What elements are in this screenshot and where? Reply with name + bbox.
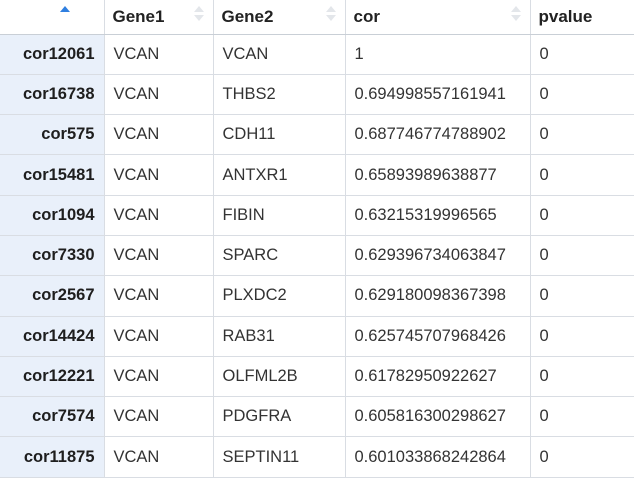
cell-cor: 0.605816300298627 xyxy=(345,396,531,438)
cell-pvalue: 0 xyxy=(530,195,634,236)
cell-gene2: OLFML2B xyxy=(213,356,346,398)
cell-gene1: VCAN xyxy=(104,74,214,116)
cell-gene1: VCAN xyxy=(104,396,214,438)
cell-rowname: cor575 xyxy=(0,114,105,156)
cell-rowname: cor15481 xyxy=(0,154,105,196)
cell-cor: 0.65893989638877 xyxy=(345,154,531,196)
cell-rowname: cor1094 xyxy=(0,195,105,236)
header-gene2[interactable]: Gene2 xyxy=(213,0,346,35)
table-body: cor12061 VCAN VCAN 1 0 cor16738 VCAN THBS2 0.694… xyxy=(0,34,634,478)
cell-gene2: CDH11 xyxy=(213,114,346,156)
sort-ascending-icon[interactable] xyxy=(59,6,70,24)
sort-icon[interactable] xyxy=(325,6,336,24)
cell-pvalue: 0 xyxy=(530,114,634,156)
cell-gene1: VCAN xyxy=(104,154,214,196)
cell-pvalue: 0 xyxy=(530,235,634,277)
table-header: Gene1 Gene2 cor pvalue xyxy=(0,0,634,35)
cell-gene1: VCAN xyxy=(104,114,214,156)
cell-rowname: cor12061 xyxy=(0,34,105,75)
cell-gene1: VCAN xyxy=(104,436,214,478)
table-row[interactable]: cor14424 VCAN RAB31 0.625745707968426 0 xyxy=(0,316,634,357)
sort-icon[interactable] xyxy=(193,6,204,24)
header-cor[interactable]: cor xyxy=(345,0,531,35)
cell-rowname: cor16738 xyxy=(0,74,105,116)
cell-gene1: VCAN xyxy=(104,275,214,317)
header-pvalue-label: pvalue xyxy=(538,6,593,26)
table-row[interactable]: cor12061 VCAN VCAN 1 0 xyxy=(0,34,634,75)
table-row[interactable]: cor12221 VCAN OLFML2B 0.61782950922627 0 xyxy=(0,356,634,398)
cell-cor: 0.61782950922627 xyxy=(345,356,531,398)
cell-cor: 0.629396734063847 xyxy=(345,235,531,277)
cell-cor: 0.601033868242864 xyxy=(345,436,531,478)
table-row[interactable]: cor11875 VCAN SEPTIN11 0.601033868242864 0 xyxy=(0,436,634,478)
table-row[interactable]: cor7574 VCAN PDGFRA 0.605816300298627 0 xyxy=(0,396,634,438)
cell-gene2: ANTXR1 xyxy=(213,154,346,196)
cell-pvalue: 0 xyxy=(530,396,634,438)
header-row: Gene1 Gene2 cor pvalue xyxy=(0,0,634,35)
sort-icon[interactable] xyxy=(510,6,521,24)
cell-gene2: THBS2 xyxy=(213,74,346,116)
cell-pvalue: 0 xyxy=(530,436,634,478)
cell-pvalue: 0 xyxy=(530,154,634,196)
cell-cor: 0.63215319996565 xyxy=(345,195,531,236)
cell-cor: 1 xyxy=(345,34,531,75)
cell-pvalue: 0 xyxy=(530,356,634,398)
table-row[interactable]: cor16738 VCAN THBS2 0.694998557161941 0 xyxy=(0,74,634,116)
cell-cor: 0.687746774788902 xyxy=(345,114,531,156)
cell-rowname: cor12221 xyxy=(0,356,105,398)
table-row[interactable]: cor15481 VCAN ANTXR1 0.65893989638877 0 xyxy=(0,154,634,196)
cell-gene1: VCAN xyxy=(104,34,214,75)
cell-gene2: PLXDC2 xyxy=(213,275,346,317)
header-rowname[interactable] xyxy=(0,0,105,35)
cell-pvalue: 0 xyxy=(530,74,634,116)
cell-pvalue: 0 xyxy=(530,316,634,357)
cell-gene1: VCAN xyxy=(104,316,214,357)
cell-gene2: PDGFRA xyxy=(213,396,346,438)
table-row[interactable]: cor2567 VCAN PLXDC2 0.629180098367398 0 xyxy=(0,275,634,317)
cell-gene2: SPARC xyxy=(213,235,346,277)
cell-rowname: cor2567 xyxy=(0,275,105,317)
cell-pvalue: 0 xyxy=(530,275,634,317)
cell-rowname: cor7574 xyxy=(0,396,105,438)
cell-rowname: cor11875 xyxy=(0,436,105,478)
cell-gene2: VCAN xyxy=(213,34,346,75)
cell-gene2: RAB31 xyxy=(213,316,346,357)
cell-gene2: FIBIN xyxy=(213,195,346,236)
cell-rowname: cor14424 xyxy=(0,316,105,357)
cell-gene1: VCAN xyxy=(104,356,214,398)
cell-gene1: VCAN xyxy=(104,235,214,277)
cell-cor: 0.694998557161941 xyxy=(345,74,531,116)
table-row[interactable]: cor1094 VCAN FIBIN 0.63215319996565 0 xyxy=(0,195,634,236)
cell-rowname: cor7330 xyxy=(0,235,105,277)
cell-cor: 0.629180098367398 xyxy=(345,275,531,317)
cell-cor: 0.625745707968426 xyxy=(345,316,531,357)
cell-pvalue: 0 xyxy=(530,34,634,75)
header-gene1[interactable]: Gene1 xyxy=(104,0,214,35)
header-pvalue[interactable]: pvalue xyxy=(530,0,634,35)
header-gene1-label: Gene1 xyxy=(112,6,165,26)
header-cor-label: cor xyxy=(353,6,380,26)
table-row[interactable]: cor575 VCAN CDH11 0.687746774788902 0 xyxy=(0,114,634,156)
cell-gene2: SEPTIN11 xyxy=(213,436,346,478)
header-gene2-label: Gene2 xyxy=(221,6,274,26)
table-row[interactable]: cor7330 VCAN SPARC 0.629396734063847 0 xyxy=(0,235,634,277)
cell-gene1: VCAN xyxy=(104,195,214,236)
